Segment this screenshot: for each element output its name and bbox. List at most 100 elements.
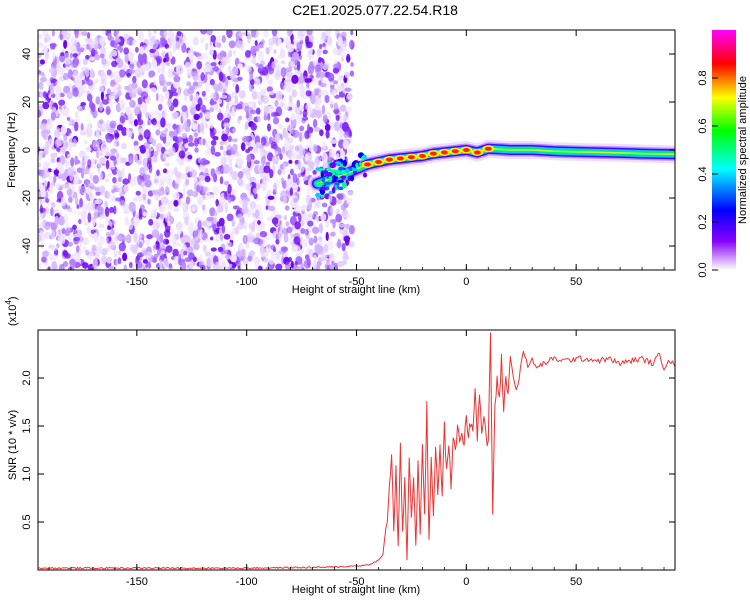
noise-speckle bbox=[348, 241, 355, 248]
noise-speckle bbox=[188, 85, 195, 91]
noise-speckle bbox=[142, 45, 148, 54]
noise-speckle bbox=[209, 127, 217, 136]
noise-speckle bbox=[215, 261, 220, 266]
signal-scatter-blob bbox=[322, 170, 329, 175]
noise-speckle bbox=[309, 248, 314, 257]
noise-speckle bbox=[237, 76, 243, 82]
noise-speckle bbox=[280, 60, 285, 65]
noise-speckle bbox=[321, 89, 329, 97]
noise-speckle bbox=[124, 216, 129, 227]
noise-speckle bbox=[210, 62, 217, 67]
noise-speckle bbox=[237, 213, 243, 220]
noise-speckle bbox=[252, 187, 259, 195]
signal-scatter-blob bbox=[341, 181, 347, 189]
noise-speckle bbox=[198, 180, 202, 187]
noise-speckle bbox=[38, 109, 42, 118]
noise-speckle bbox=[38, 142, 42, 148]
noise-speckle bbox=[117, 257, 122, 265]
noise-speckle bbox=[290, 168, 294, 176]
noise-speckle bbox=[330, 231, 336, 237]
noise-speckle bbox=[127, 114, 134, 123]
noise-speckle bbox=[286, 226, 293, 234]
noise-speckle bbox=[310, 36, 315, 41]
noise-speckle bbox=[73, 252, 81, 260]
noise-speckle bbox=[334, 121, 340, 132]
noise-speckle bbox=[107, 225, 112, 231]
noise-speckle bbox=[184, 216, 189, 226]
signal-scatter-blob bbox=[355, 162, 359, 169]
noise-speckle bbox=[333, 102, 339, 111]
noise-speckle bbox=[231, 170, 239, 181]
noise-speckle bbox=[178, 141, 183, 150]
noise-speckle bbox=[270, 111, 278, 118]
signal-scatter-blob bbox=[340, 169, 347, 174]
noise-speckle bbox=[300, 104, 305, 112]
noise-speckle bbox=[160, 38, 167, 46]
noise-speckle bbox=[333, 80, 339, 85]
noise-speckle bbox=[200, 72, 205, 81]
signal-scatter-blob bbox=[321, 178, 326, 183]
noise-speckle bbox=[227, 196, 232, 204]
noise-speckle bbox=[235, 84, 240, 94]
noise-speckle bbox=[72, 87, 79, 97]
noise-speckle bbox=[215, 128, 221, 135]
noise-speckle bbox=[306, 30, 313, 36]
bottom-y-scale-base: (x10 bbox=[7, 305, 19, 326]
noise-speckle bbox=[60, 52, 65, 57]
noise-speckle bbox=[285, 36, 290, 46]
noise-speckle bbox=[274, 63, 282, 73]
spectrogram-noise bbox=[38, 30, 355, 270]
colorbar bbox=[712, 30, 736, 270]
noise-speckle bbox=[234, 95, 239, 106]
noise-speckle bbox=[337, 194, 344, 201]
noise-speckle bbox=[263, 30, 270, 38]
noise-speckle bbox=[129, 99, 136, 108]
noise-speckle bbox=[72, 224, 77, 231]
colorbar-tick-label: 0.4 bbox=[697, 166, 709, 181]
noise-speckle bbox=[205, 82, 210, 94]
noise-speckle bbox=[225, 78, 229, 87]
noise-speckle bbox=[277, 169, 282, 176]
noise-speckle bbox=[208, 49, 214, 56]
noise-speckle bbox=[136, 195, 144, 202]
noise-speckle bbox=[340, 203, 347, 211]
noise-speckle bbox=[209, 207, 216, 217]
noise-speckle bbox=[340, 150, 346, 160]
noise-speckle bbox=[228, 263, 233, 268]
noise-speckle bbox=[320, 213, 327, 222]
noise-speckle bbox=[182, 202, 187, 210]
noise-speckle bbox=[38, 182, 43, 187]
noise-speckle bbox=[210, 139, 217, 146]
noise-speckle bbox=[206, 220, 212, 227]
noise-speckle bbox=[275, 239, 280, 245]
noise-speckle bbox=[164, 122, 172, 127]
noise-speckle bbox=[204, 63, 213, 73]
noise-speckle bbox=[246, 154, 252, 163]
noise-speckle bbox=[197, 156, 202, 164]
noise-speckle bbox=[145, 261, 152, 270]
bottom-x-axis-label: Height of straight line (km) bbox=[292, 584, 420, 596]
noise-speckle bbox=[73, 236, 81, 242]
noise-speckle bbox=[262, 95, 269, 104]
noise-speckle bbox=[321, 202, 328, 208]
noise-speckle bbox=[43, 180, 48, 187]
noise-speckle bbox=[295, 256, 303, 265]
noise-speckle bbox=[253, 160, 260, 165]
noise-speckle bbox=[132, 217, 140, 226]
noise-speckle bbox=[133, 145, 141, 152]
noise-speckle bbox=[39, 230, 44, 237]
noise-speckle bbox=[82, 210, 88, 218]
noise-speckle bbox=[244, 105, 250, 113]
noise-speckle bbox=[126, 39, 130, 45]
noise-speckle bbox=[307, 220, 314, 227]
noise-speckle bbox=[85, 146, 92, 153]
noise-speckle bbox=[206, 30, 213, 36]
noise-speckle bbox=[138, 153, 143, 161]
noise-speckle bbox=[128, 155, 134, 165]
noise-speckle bbox=[293, 236, 301, 245]
noise-speckle bbox=[270, 244, 276, 251]
noise-speckle bbox=[93, 232, 99, 242]
noise-speckle bbox=[38, 150, 43, 161]
noise-speckle bbox=[173, 128, 179, 137]
noise-speckle bbox=[222, 88, 227, 96]
